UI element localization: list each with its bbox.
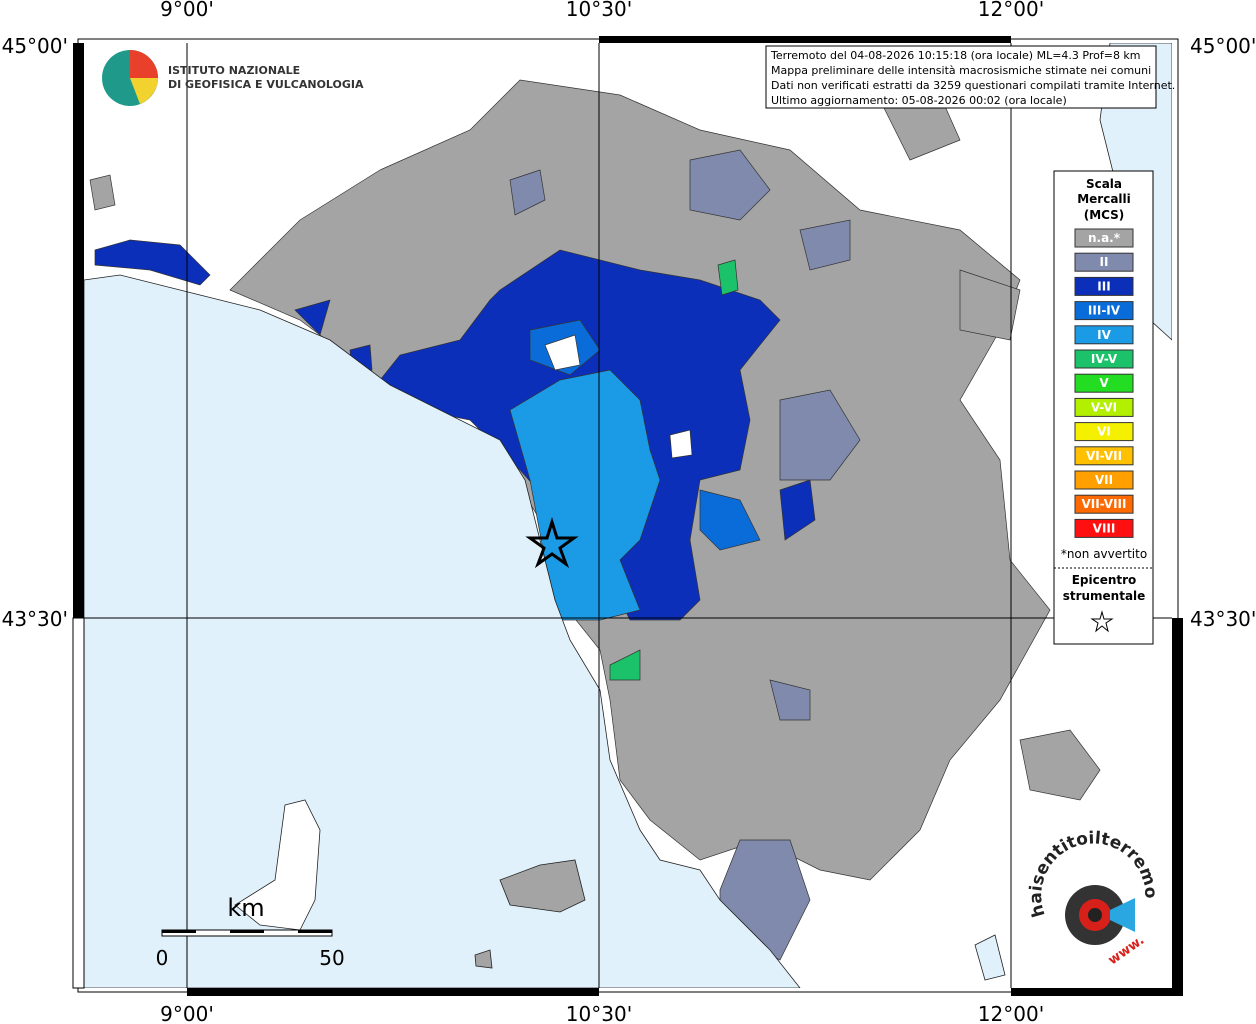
watermark-logo bbox=[1088, 908, 1102, 922]
lat-label: 45°00' bbox=[2, 34, 68, 58]
legend-swatch bbox=[1074, 276, 1134, 296]
lon-label: 10°30' bbox=[566, 1002, 632, 1024]
frame-bars bbox=[72, 36, 1183, 996]
legend-label: V-VI bbox=[1091, 400, 1117, 414]
legend-swatch bbox=[1074, 373, 1134, 393]
region-iii-iv bbox=[529, 319, 761, 551]
legend-swatch bbox=[1074, 228, 1134, 248]
legend-label: VI-VII bbox=[1086, 449, 1122, 463]
legend-swatch bbox=[1074, 349, 1134, 369]
frame-bar bbox=[1011, 988, 1183, 996]
legend-swatch bbox=[1074, 422, 1134, 442]
legend-swatch bbox=[1074, 446, 1134, 466]
frame-bar bbox=[1172, 618, 1183, 988]
legend-title: Mercalli bbox=[1077, 192, 1131, 206]
scale-bar: km 0 50 bbox=[156, 894, 345, 970]
legend-label: IV-V bbox=[1091, 352, 1118, 366]
legend-label: n.a.* bbox=[1088, 231, 1121, 245]
lat-label: 43°30' bbox=[2, 607, 68, 631]
lat-label: 45°00' bbox=[1190, 34, 1256, 58]
lon-label: 9°00' bbox=[160, 1002, 214, 1024]
institute-name: DI GEOFISICA E VULCANOLOGIA bbox=[168, 78, 364, 91]
scale-label: 0 bbox=[156, 946, 169, 970]
info-line: Mappa preliminare delle intensità macros… bbox=[771, 64, 1151, 77]
info-box-frame bbox=[765, 45, 1157, 109]
legend-label: VII bbox=[1095, 473, 1113, 487]
region-unreported bbox=[544, 334, 693, 459]
lake bbox=[974, 934, 1006, 981]
sea bbox=[84, 274, 801, 988]
scale-bar-segment bbox=[298, 930, 332, 933]
epicenter-star bbox=[525, 516, 579, 569]
legend-star bbox=[1090, 610, 1114, 633]
legend-swatch bbox=[1074, 301, 1134, 321]
legend-label: VI bbox=[1097, 425, 1111, 439]
lon-label: 12°00' bbox=[978, 1002, 1044, 1024]
legend-label: V bbox=[1099, 376, 1109, 390]
graticule bbox=[84, 43, 1172, 988]
logo-globe bbox=[130, 78, 158, 104]
region-na bbox=[89, 94, 1101, 801]
legend-label: III-IV bbox=[1088, 304, 1121, 318]
legend-swatch bbox=[1074, 325, 1134, 345]
lon-label: 9°00' bbox=[160, 0, 214, 21]
legend-label: III bbox=[1097, 279, 1110, 293]
scale-unit: km bbox=[227, 894, 264, 922]
institute-logo: ISTITUTO NAZIONALE DI GEOFISICA E VULCAN… bbox=[102, 50, 364, 106]
scale-bar-segment bbox=[230, 930, 264, 933]
lon-label: 10°30' bbox=[566, 0, 632, 21]
legend-title: Scala bbox=[1086, 177, 1122, 191]
legend-swatch bbox=[1074, 252, 1134, 272]
frame-bar bbox=[73, 43, 84, 618]
lon-label: 12°00' bbox=[978, 0, 1044, 21]
lat-label: 43°30' bbox=[1190, 607, 1256, 631]
watermark-logo bbox=[1110, 898, 1135, 932]
legend-swatch bbox=[1074, 470, 1134, 490]
region-iv-v bbox=[609, 259, 739, 681]
frame-bar bbox=[599, 36, 1011, 43]
scale-bar-segment bbox=[162, 930, 196, 933]
info-box: Terremoto del 04-08-2026 10:15:18 (ora l… bbox=[765, 45, 1175, 109]
legend-label: VIII bbox=[1093, 521, 1116, 535]
scale-label: 50 bbox=[319, 946, 344, 970]
info-line: Ultimo aggiornamento: 05-08-2026 00:02 (… bbox=[771, 94, 1067, 107]
info-line: Terremoto del 04-08-2026 10:15:18 (ora l… bbox=[770, 49, 1141, 62]
frame-bar bbox=[72, 617, 85, 989]
legend-swatch bbox=[1074, 518, 1134, 538]
legend-epicenter: Epicentro bbox=[1072, 573, 1137, 587]
frame-bar bbox=[187, 988, 599, 996]
info-line: Dati non verificati estratti da 3259 que… bbox=[771, 79, 1175, 92]
legend-label: VII-VIII bbox=[1081, 497, 1126, 511]
legend: Scala Mercalli (MCS) *non avvertito Epic… bbox=[1053, 170, 1154, 645]
legend-title: (MCS) bbox=[1084, 208, 1125, 222]
map-area bbox=[84, 43, 1172, 988]
legend-epicenter: strumentale bbox=[1063, 589, 1146, 603]
legend-note: *non avvertito bbox=[1061, 547, 1147, 561]
logo-globe bbox=[130, 50, 158, 78]
island bbox=[474, 859, 586, 969]
legend-swatch bbox=[1074, 494, 1134, 514]
institute-name: ISTITUTO NAZIONALE bbox=[168, 64, 300, 77]
legend-label: II bbox=[1100, 255, 1109, 269]
legend-swatch bbox=[1074, 397, 1134, 417]
region-ii bbox=[509, 149, 861, 961]
legend-label: IV bbox=[1097, 328, 1111, 342]
